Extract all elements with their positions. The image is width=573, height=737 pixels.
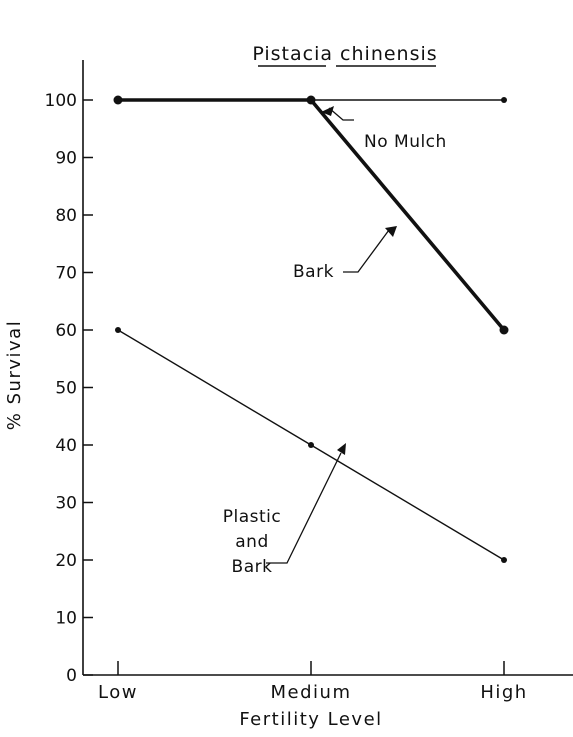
y-tick-label: 80 bbox=[55, 206, 77, 226]
y-tick-label: 60 bbox=[55, 321, 77, 341]
y-tick-label: 90 bbox=[55, 149, 77, 169]
bark-leader bbox=[343, 229, 390, 273]
label-plastic: Plastic bbox=[223, 507, 281, 527]
data-point-bark bbox=[113, 95, 123, 105]
data-point-plastic-and-bark bbox=[501, 557, 507, 563]
data-point-bark bbox=[499, 325, 509, 335]
x-tick-label: Low bbox=[98, 682, 138, 703]
y-axis-title: % Survival bbox=[4, 320, 25, 430]
label-and: and bbox=[235, 532, 268, 552]
x-tick-label: Medium bbox=[271, 682, 352, 703]
y-tick-label: 50 bbox=[55, 379, 77, 399]
y-tick-label: 100 bbox=[45, 91, 77, 111]
y-tick-label: 30 bbox=[55, 494, 77, 514]
data-point-plastic-and-bark bbox=[115, 327, 121, 333]
plastic-bark-leader bbox=[266, 452, 342, 564]
data-point-no-mulch bbox=[501, 97, 507, 103]
no-mulch-leader bbox=[328, 107, 354, 121]
y-tick-label: 0 bbox=[66, 666, 77, 686]
x-axis-title: Fertility Level bbox=[239, 709, 382, 730]
x-ticks: Low Medium High bbox=[98, 661, 527, 703]
data-point-bark bbox=[306, 95, 316, 105]
y-tick-label: 70 bbox=[55, 264, 77, 284]
data-point-plastic-and-bark bbox=[308, 442, 314, 448]
no-mulch-arrowhead bbox=[321, 106, 334, 116]
y-tick-label: 10 bbox=[55, 609, 77, 629]
series-group bbox=[113, 95, 509, 563]
y-tick-label: 20 bbox=[55, 551, 77, 571]
y-ticks: 0 10 20 30 40 50 60 70 80 90 100 bbox=[45, 91, 93, 686]
chart-title: Pistacia chinensis bbox=[252, 43, 437, 65]
plastic-bark-arrowhead bbox=[337, 443, 346, 455]
label-bark: Bark bbox=[293, 262, 334, 282]
label-bark-2: Bark bbox=[232, 557, 273, 577]
y-tick-label: 40 bbox=[55, 436, 77, 456]
bark-arrowhead bbox=[385, 226, 397, 237]
x-tick-label: High bbox=[480, 682, 527, 703]
label-no-mulch: No Mulch bbox=[364, 132, 447, 152]
